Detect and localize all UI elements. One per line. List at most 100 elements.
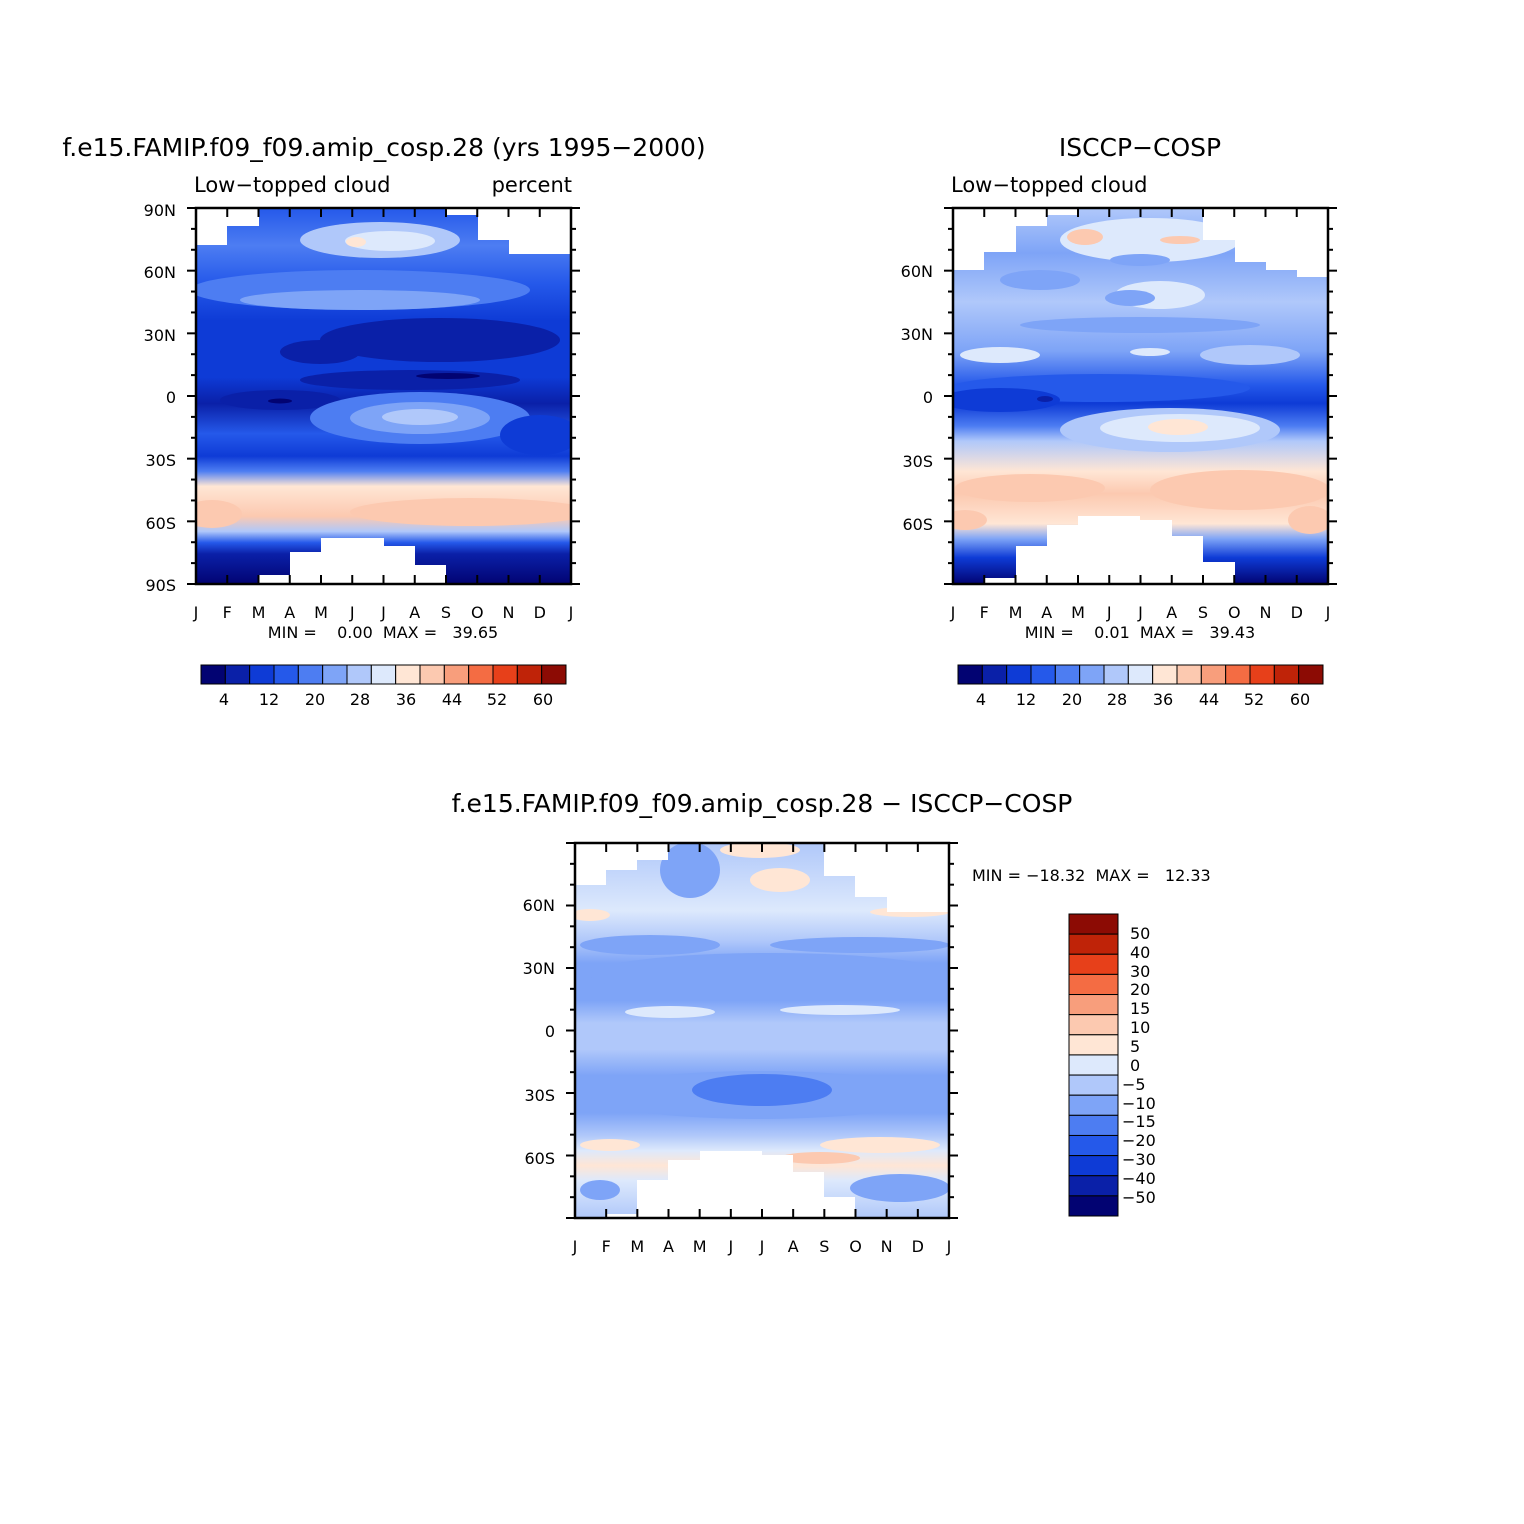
colorbar-swatch bbox=[370, 664, 397, 685]
month-label: A bbox=[1041, 603, 1052, 622]
panel3-ytick: 0 bbox=[545, 1022, 555, 1041]
colorbar-swatch bbox=[297, 664, 324, 685]
panel1-ytick: 60N bbox=[144, 263, 176, 282]
panel2-left-label: Low−topped cloud bbox=[951, 173, 1148, 197]
colorbar-swatch bbox=[468, 664, 494, 685]
panel2-ytick: 60S bbox=[902, 515, 933, 534]
colorbar-label: 20 bbox=[1062, 690, 1082, 709]
panel3-contour-field bbox=[575, 843, 949, 1218]
colorbar-swatch bbox=[492, 664, 518, 685]
panel2-contour-field bbox=[953, 208, 1328, 584]
month-label: D bbox=[1291, 603, 1303, 622]
month-label: J bbox=[1325, 603, 1331, 622]
colorbar-swatch bbox=[1249, 664, 1275, 685]
panel-difference: f.e15.FAMIP.f09_f09.amip_cosp.28 − ISCCP… bbox=[452, 789, 1211, 1256]
month-label: M bbox=[693, 1237, 707, 1256]
colorbar-label: 44 bbox=[442, 690, 462, 709]
panel3-title: f.e15.FAMIP.f09_f09.amip_cosp.28 − ISCCP… bbox=[452, 789, 1073, 818]
month-label: A bbox=[1166, 603, 1177, 622]
panel1-colorbar bbox=[200, 664, 567, 685]
panel2-ytick: 30S bbox=[902, 452, 933, 471]
colorbar-swatch bbox=[419, 664, 445, 685]
month-label: N bbox=[881, 1237, 893, 1256]
colorbar-swatch bbox=[1068, 1114, 1119, 1136]
month-label: J bbox=[759, 1237, 765, 1256]
panel3-min-max: MIN = −18.32 MAX = 12.33 bbox=[972, 866, 1211, 885]
colorbar-label: 50 bbox=[1130, 924, 1150, 943]
colorbar-label: 60 bbox=[1290, 690, 1310, 709]
colorbar-swatch bbox=[200, 664, 226, 685]
colorbar-swatch bbox=[395, 664, 421, 685]
colorbar-label: −10 bbox=[1122, 1094, 1156, 1113]
panel1-colorbar-labels: 4 12 20 28 36 44 52 60 bbox=[219, 690, 553, 709]
panel3-ticks bbox=[566, 842, 958, 1219]
colorbar-swatch bbox=[1298, 664, 1324, 685]
colorbar-swatch bbox=[1200, 664, 1227, 685]
panel2-colorbar-labels: 4 12 20 28 36 44 52 60 bbox=[976, 690, 1310, 709]
colorbar-label: 40 bbox=[1130, 943, 1150, 962]
month-label: F bbox=[223, 603, 232, 622]
month-label: M bbox=[1071, 603, 1085, 622]
colorbar-label: 10 bbox=[1130, 1018, 1150, 1037]
colorbar-swatch bbox=[981, 664, 1008, 685]
colorbar-swatch bbox=[516, 664, 543, 685]
month-label: S bbox=[1198, 603, 1208, 622]
panel-observations: ISCCP−COSP Low−topped cloud bbox=[901, 133, 1337, 709]
colorbar-label: 52 bbox=[487, 690, 507, 709]
colorbar-label: 15 bbox=[1130, 999, 1150, 1018]
colorbar-swatch bbox=[1079, 664, 1105, 685]
panel1-ytick: 90N bbox=[144, 201, 176, 220]
colorbar-label: 20 bbox=[305, 690, 325, 709]
colorbar-swatch bbox=[1068, 1014, 1119, 1036]
month-label: M bbox=[314, 603, 328, 622]
colorbar-swatch bbox=[1054, 664, 1081, 685]
colorbar-swatch bbox=[1068, 1034, 1119, 1056]
panel3-colorbar-labels: 50 40 30 20 15 10 5 0 −5 −10 −15 −20 −30… bbox=[1122, 924, 1156, 1207]
panel2-min-max: MIN = 0.01 MAX = 39.43 bbox=[1025, 623, 1255, 642]
colorbar-label: 4 bbox=[219, 690, 229, 709]
panel1-units-label: percent bbox=[492, 173, 572, 197]
colorbar-swatch bbox=[1068, 1195, 1119, 1217]
month-label: S bbox=[819, 1237, 829, 1256]
colorbar-swatch bbox=[1068, 1134, 1119, 1157]
month-label: M bbox=[630, 1237, 644, 1256]
month-label: M bbox=[1009, 603, 1023, 622]
month-label: J bbox=[946, 1237, 952, 1256]
panel1-left-label: Low−topped cloud bbox=[194, 173, 391, 197]
colorbar-label: 12 bbox=[1016, 690, 1036, 709]
month-label: O bbox=[1228, 603, 1241, 622]
colorbar-label: −5 bbox=[1122, 1075, 1146, 1094]
colorbar-swatch bbox=[1068, 1094, 1119, 1116]
colorbar-label: −30 bbox=[1122, 1150, 1156, 1169]
panel1-ytick: 30S bbox=[145, 451, 176, 470]
colorbar-label: 36 bbox=[1153, 690, 1173, 709]
panel3-ytick: 30S bbox=[524, 1086, 555, 1105]
colorbar-swatch bbox=[1273, 664, 1300, 685]
month-label: J bbox=[1137, 603, 1143, 622]
colorbar-label: 36 bbox=[396, 690, 416, 709]
month-label: J bbox=[727, 1237, 733, 1256]
month-label: A bbox=[663, 1237, 674, 1256]
colorbar-swatch bbox=[1068, 1054, 1119, 1076]
colorbar-swatch bbox=[1068, 933, 1119, 955]
colorbar-swatch bbox=[1225, 664, 1251, 685]
colorbar-swatch bbox=[273, 664, 299, 685]
colorbar-swatch bbox=[1006, 664, 1032, 685]
colorbar-swatch bbox=[1127, 664, 1154, 685]
colorbar-swatch bbox=[224, 664, 251, 685]
colorbar-label: 20 bbox=[1130, 980, 1150, 999]
colorbar-label: −50 bbox=[1122, 1188, 1156, 1207]
month-label: J bbox=[349, 603, 355, 622]
month-label: J bbox=[568, 603, 574, 622]
colorbar-swatch bbox=[249, 664, 275, 685]
colorbar-label: 52 bbox=[1244, 690, 1264, 709]
panel3-ytick: 60S bbox=[524, 1149, 555, 1168]
colorbar-swatch bbox=[443, 664, 470, 685]
colorbar-label: 60 bbox=[533, 690, 553, 709]
month-label: F bbox=[980, 603, 989, 622]
panel3-ytick: 60N bbox=[523, 896, 555, 915]
colorbar-label: −40 bbox=[1122, 1169, 1156, 1188]
